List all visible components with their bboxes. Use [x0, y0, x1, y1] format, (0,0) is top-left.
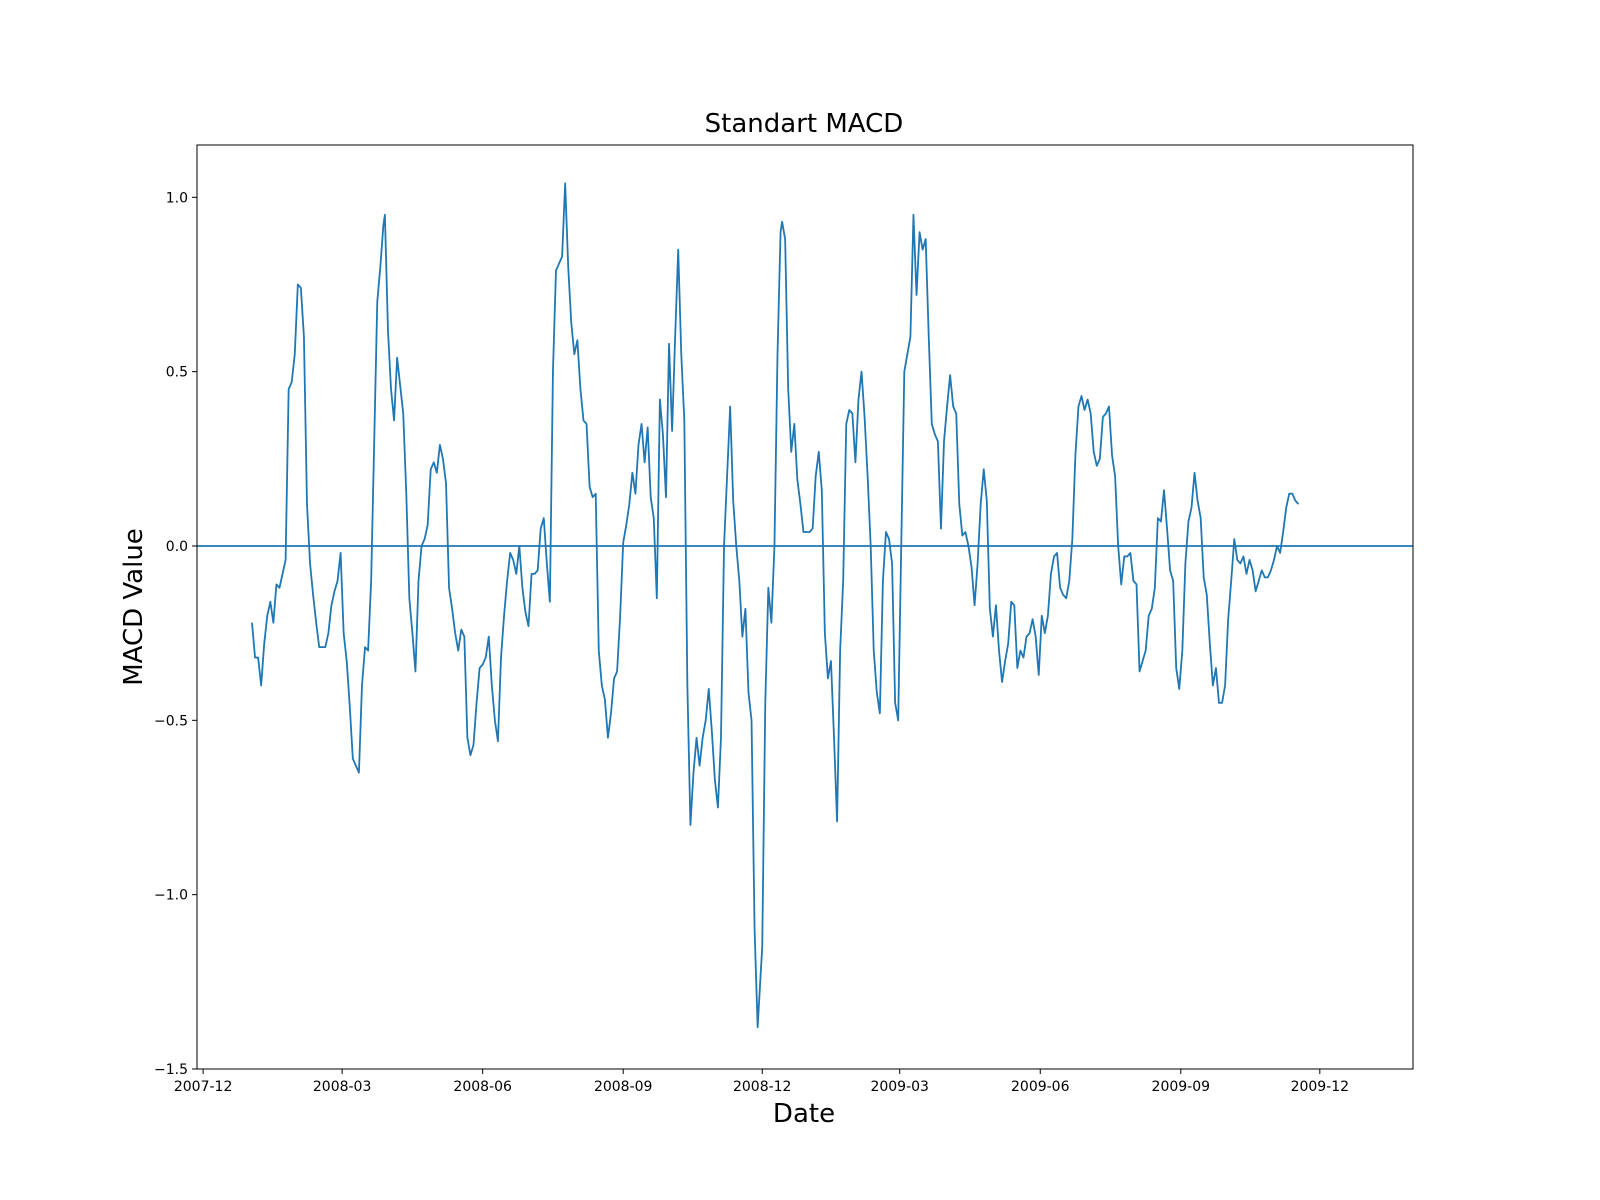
x-tick-label: 2007-12: [174, 1079, 233, 1095]
plot-area: 1.0 0.5 0.0 −0.5 −1.0 −1.5 2007-12 2008-03 2008…: [154, 144, 1414, 1095]
y-tick-label: 0.0: [166, 539, 188, 555]
chart-title: Standart MACD: [705, 109, 904, 139]
y-tick-label: −1.0: [154, 888, 188, 904]
x-tick-label: 2008-03: [313, 1079, 372, 1095]
x-axis: 2007-12 2008-03 2008-06 2008-09 2008-12 2009-…: [174, 1069, 1349, 1095]
plot-frame: [196, 144, 1414, 1070]
x-tick-label: 2009-12: [1291, 1079, 1350, 1095]
y-tick-label: 0.5: [166, 365, 188, 381]
x-tick-label: 2009-06: [1011, 1079, 1070, 1095]
macd-series-line: [251, 182, 1300, 1029]
y-tick-label: −1.5: [154, 1062, 188, 1078]
y-axis: 1.0 0.5 0.0 −0.5 −1.0 −1.5: [154, 190, 197, 1078]
x-tick-label: 2009-03: [870, 1079, 929, 1095]
x-tick-label: 2008-06: [453, 1079, 512, 1095]
x-tick-label: 2009-09: [1152, 1079, 1211, 1095]
y-tick-label: −0.5: [154, 713, 188, 729]
x-tick-label: 2008-09: [594, 1079, 653, 1095]
y-axis-label: MACD Value: [119, 528, 149, 686]
x-axis-label: Date: [773, 1099, 835, 1129]
y-tick-label: 1.0: [166, 190, 188, 206]
x-tick-label: 2008-12: [733, 1079, 792, 1095]
